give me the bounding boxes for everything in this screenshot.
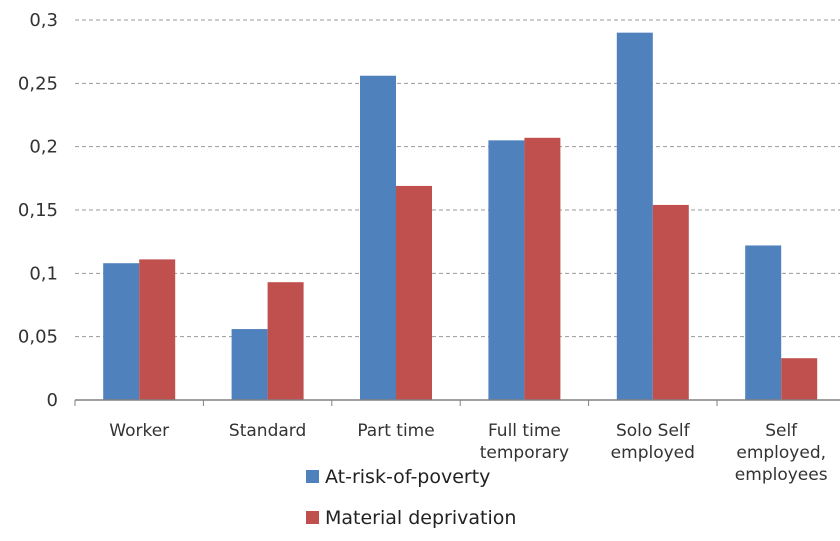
y-tick-label: 0,1 [29, 263, 58, 284]
y-tick-label: 0,15 [18, 200, 58, 221]
bars [103, 32, 818, 401]
legend: At-risk-of-poverty Material deprivation [306, 466, 516, 529]
y-tick-label: 0,25 [18, 73, 58, 94]
bar-at-risk-of-poverty [488, 140, 525, 401]
bar-material-deprivation [267, 282, 304, 400]
y-tick-label: 0,2 [29, 137, 58, 158]
x-category-label: Standard [229, 421, 306, 441]
bar-at-risk-of-poverty [745, 245, 782, 400]
x-category-label: Part time [357, 421, 434, 441]
y-tick-label: 0 [47, 390, 58, 411]
legend-swatch [306, 470, 319, 483]
y-axis: 0 0,05 0,1 0,15 0,2 0,25 0,3 [18, 10, 58, 411]
bar-at-risk-of-poverty [616, 32, 653, 401]
x-category-label-line: temporary [480, 443, 569, 463]
x-category-label: Worker [109, 421, 169, 441]
bar-material-deprivation [524, 137, 561, 401]
x-category-label: Solo Self employed [611, 421, 695, 463]
bar-material-deprivation [396, 185, 432, 400]
gridlines [75, 19, 840, 338]
legend-label: Material deprivation [325, 507, 516, 529]
x-category-label-line: employed, [736, 443, 826, 463]
x-category-label-line: Full time [488, 421, 561, 441]
bar-at-risk-of-poverty [103, 263, 140, 400]
x-category-label-line: Self [765, 421, 798, 441]
x-category-label-line: employed [611, 443, 695, 463]
y-tick-label: 0,05 [18, 327, 58, 348]
x-category-label-line: Worker [109, 421, 169, 441]
x-category-label-line: Solo Self [616, 421, 691, 441]
bar-material-deprivation [781, 358, 818, 400]
x-category-label-line: employees [735, 465, 828, 485]
bar-at-risk-of-poverty [231, 329, 268, 400]
bar-material-deprivation [139, 259, 176, 400]
x-category-label: Self employed, employees [735, 421, 828, 485]
x-category-label-line: Part time [357, 421, 434, 441]
bar-material-deprivation [652, 204, 689, 400]
legend-label: At-risk-of-poverty [325, 466, 490, 488]
x-axis: Worker Standard Part time Full time temporar… [74, 399, 840, 485]
x-category-label: Full time temporary [480, 421, 569, 463]
legend-swatch [306, 511, 319, 524]
y-tick-label: 0,3 [29, 10, 58, 31]
x-category-label-line: Standard [229, 421, 306, 441]
bar-at-risk-of-poverty [360, 75, 396, 400]
